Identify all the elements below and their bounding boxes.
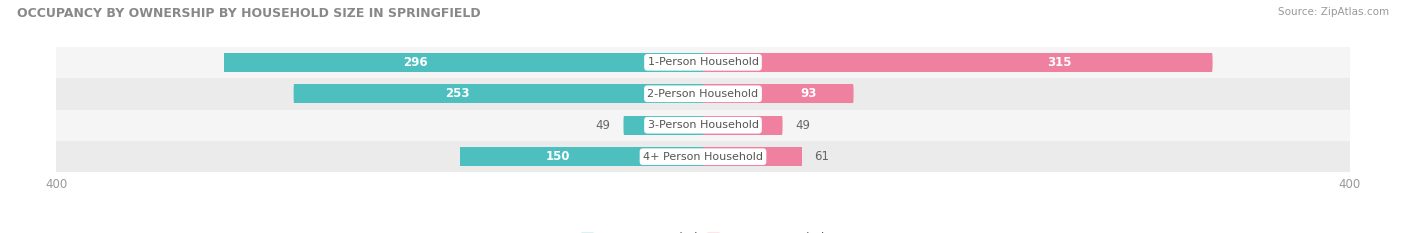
Bar (56, 141, 1350, 172)
Text: OCCUPANCY BY OWNERSHIP BY HOUSEHOLD SIZE IN SPRINGFIELD: OCCUPANCY BY OWNERSHIP BY HOUSEHOLD SIZE… (17, 7, 481, 20)
Text: 49: 49 (796, 119, 810, 132)
Bar (294, 84, 703, 103)
Bar (56, 110, 1350, 141)
Text: 1-Person Household: 1-Person Household (648, 57, 758, 67)
Bar (703, 84, 853, 103)
Text: 150: 150 (546, 150, 569, 163)
Bar (225, 53, 703, 72)
Bar (56, 47, 1350, 78)
Bar (703, 147, 801, 166)
Text: 2-Person Household: 2-Person Household (647, 89, 759, 99)
Bar (461, 147, 703, 166)
Text: 93: 93 (800, 87, 817, 100)
Bar (56, 78, 1350, 110)
Text: 315: 315 (1047, 56, 1071, 69)
Bar (703, 53, 1212, 72)
Text: Source: ZipAtlas.com: Source: ZipAtlas.com (1278, 7, 1389, 17)
Text: 4+ Person Household: 4+ Person Household (643, 152, 763, 162)
Bar (703, 116, 782, 135)
Text: 253: 253 (446, 87, 470, 100)
Text: 296: 296 (404, 56, 429, 69)
Text: 61: 61 (814, 150, 830, 163)
Text: 3-Person Household: 3-Person Household (648, 120, 758, 130)
Bar (624, 116, 703, 135)
Legend: Owner-occupied, Renter-occupied: Owner-occupied, Renter-occupied (581, 232, 825, 233)
Text: 49: 49 (596, 119, 610, 132)
